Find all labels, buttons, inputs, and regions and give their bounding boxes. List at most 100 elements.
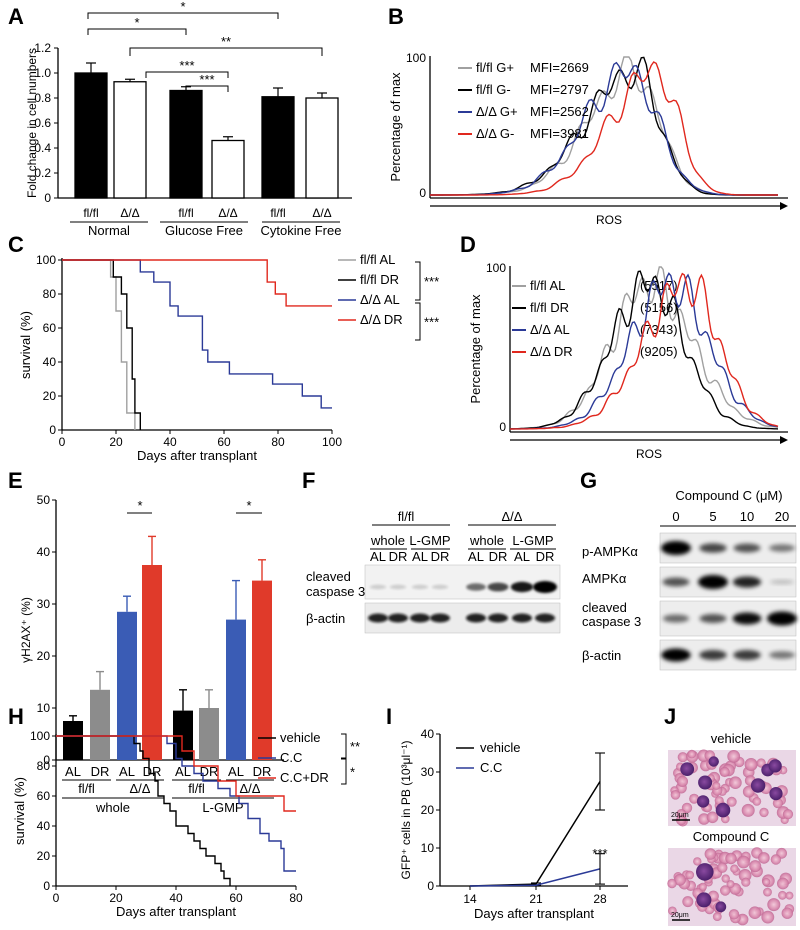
legend-value: (9205) xyxy=(640,344,678,359)
panel-label-B: B xyxy=(388,4,404,29)
survival-Δ/Δ AL xyxy=(62,259,332,409)
actin-band xyxy=(512,613,532,623)
red-blood-cell xyxy=(719,766,730,778)
legend-label: fl/fl DR xyxy=(360,272,399,287)
panel-b-ros-histogram: 100 0 Percentage of max ROS fl/fl G+ MFI=2669… xyxy=(388,51,788,227)
sig-bracket-stars: *** xyxy=(199,72,214,87)
legend-label: C.C+DR xyxy=(280,770,329,785)
red-blood-cell xyxy=(749,860,762,873)
y-tick-label: 0.8 xyxy=(34,91,51,105)
y-tick-label: 10 xyxy=(37,701,51,715)
legend-label: fl/fl AL xyxy=(530,278,565,293)
bar xyxy=(173,710,193,760)
group-label: Glucose Free xyxy=(165,223,243,238)
red-blood-cell xyxy=(720,885,731,896)
red-blood-cell xyxy=(712,781,721,790)
row-label: cleaved xyxy=(582,600,627,615)
y-tick-label: 100 xyxy=(30,729,50,743)
leukemic-cell xyxy=(696,795,710,808)
legend-label: fl/fl AL xyxy=(360,252,395,267)
legend-label: Δ/Δ G+ xyxy=(476,104,518,119)
bar xyxy=(90,689,110,760)
panel-label-A: A xyxy=(8,4,24,29)
band xyxy=(661,541,691,555)
fraction-label: whole xyxy=(370,533,405,548)
lane-label: DR xyxy=(431,549,450,564)
panel-label-F: F xyxy=(302,468,315,493)
leukemic-cell xyxy=(696,892,712,908)
bar xyxy=(74,72,108,199)
red-blood-cell xyxy=(762,878,771,886)
y-tick-label: 40 xyxy=(37,819,51,833)
sig-bracket xyxy=(129,47,323,56)
red-blood-cell xyxy=(770,854,782,865)
y-tick-label: 60 xyxy=(37,789,51,803)
panel-j-micrographs: vehicle 20μm Compound C 20μm xyxy=(667,731,796,926)
series-line-vehicle xyxy=(469,781,601,887)
legend-label: C.C xyxy=(280,750,302,765)
band xyxy=(732,612,762,625)
red-blood-cell xyxy=(670,790,681,800)
bar xyxy=(117,611,137,760)
genotype-label: Δ/Δ xyxy=(502,509,523,524)
x-tick-label: 100 xyxy=(322,435,342,449)
legend-sig-bracket-stars: *** xyxy=(424,315,439,330)
category-label: DR xyxy=(143,764,162,779)
category-label: AL xyxy=(65,764,81,779)
x-tick-label: 80 xyxy=(271,435,285,449)
red-blood-cell xyxy=(729,776,742,789)
red-blood-cell xyxy=(785,891,794,900)
scale-bar-label: 20μm xyxy=(671,812,689,819)
category-label: fl/fl xyxy=(178,206,193,220)
sig-stars: * xyxy=(137,498,142,513)
bar xyxy=(113,81,147,199)
y-axis-label: γH2AX⁺ (%) xyxy=(19,597,33,663)
x-tick-label: 60 xyxy=(229,891,243,905)
y-tick-label: 0 xyxy=(427,879,434,893)
category-label: DR xyxy=(253,764,272,779)
sig-bracket xyxy=(145,71,229,78)
actin-band xyxy=(466,613,486,623)
red-blood-cell xyxy=(782,809,794,820)
bar xyxy=(142,565,162,760)
panel-label-J: J xyxy=(664,704,676,729)
actin-band xyxy=(430,613,450,623)
red-blood-cell xyxy=(693,857,702,866)
red-blood-cell xyxy=(676,775,689,788)
y-axis-label: survival (%) xyxy=(12,777,27,845)
lane-label: AL xyxy=(514,549,530,564)
category-label: Δ/Δ xyxy=(120,206,139,220)
y-tick-label: 80 xyxy=(43,287,57,301)
micrograph-compound-c: 20μm xyxy=(667,847,796,926)
x-tick-label: 40 xyxy=(163,435,177,449)
red-blood-cell xyxy=(730,864,739,873)
panel-g-western-blot: Compound C (μM) 0 5 10 20 p-AMPKα AMPKα cleaved… xyxy=(582,488,797,671)
legend-sig-bracket xyxy=(341,733,347,759)
x-tick-label: 20 xyxy=(109,435,123,449)
panel-c-survival-curve: 0 20 40 60 80 100 0 20 40 60 80 100 survival (%) Days… xyxy=(18,252,439,463)
red-blood-cell xyxy=(737,855,750,869)
band xyxy=(768,651,796,659)
x-tick-label: 60 xyxy=(217,435,231,449)
legend-sig-bracket-stars: *** xyxy=(424,274,439,289)
bar xyxy=(63,721,83,760)
bar xyxy=(226,619,246,760)
sig-bracket-stars: *** xyxy=(179,58,194,73)
lane-label: DR xyxy=(489,549,508,564)
survival-C.C xyxy=(56,735,296,872)
y-tick-label: 0.6 xyxy=(34,116,51,130)
panel-label-H: H xyxy=(8,704,24,729)
leukemic-cell xyxy=(768,759,782,773)
legend-label: Δ/Δ G- xyxy=(476,126,514,141)
row-label: β-actin xyxy=(306,611,345,626)
band xyxy=(661,648,691,662)
bar xyxy=(199,708,219,760)
band xyxy=(733,650,761,660)
sig-bracket xyxy=(87,12,279,19)
band xyxy=(767,611,797,626)
caspase-band xyxy=(431,584,449,590)
panel-h-survival-curve: 0 20 40 60 80 100 0 20 40 60 80 survival (%) Days af… xyxy=(12,729,360,919)
red-blood-cell xyxy=(758,852,770,864)
x-axis-label: Days after transplant xyxy=(137,448,257,463)
dose-label: 5 xyxy=(709,509,716,524)
